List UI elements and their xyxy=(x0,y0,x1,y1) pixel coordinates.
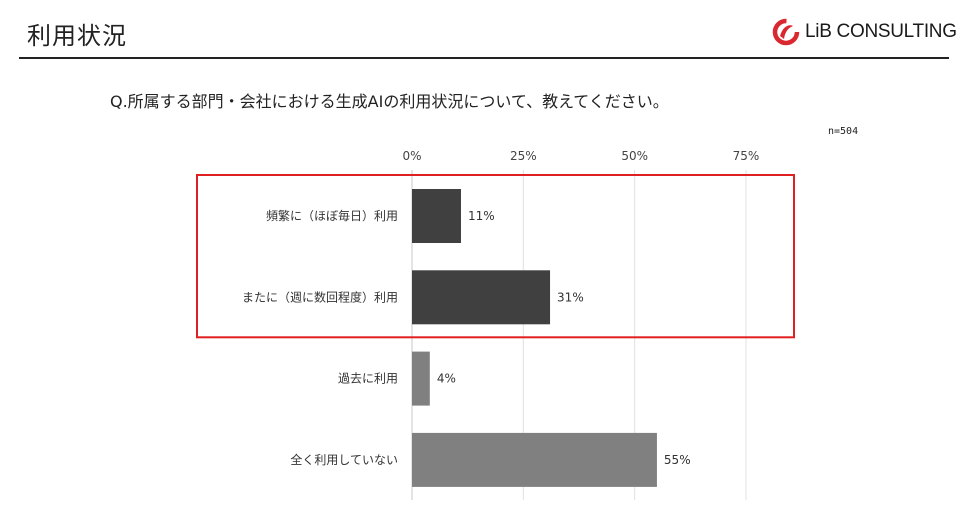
x-tick-label: 25% xyxy=(510,149,537,163)
x-tick-label: 75% xyxy=(733,149,760,163)
title-divider xyxy=(19,57,949,59)
bar xyxy=(412,189,461,243)
category-label: 過去に利用 xyxy=(338,372,398,386)
highlight-box xyxy=(196,174,795,339)
company-logo: LiB CONSULTING xyxy=(771,16,957,48)
data-label: 4% xyxy=(437,372,456,386)
x-tick-label: 0% xyxy=(402,149,421,163)
category-label: 頻繁に（ほぼ毎日）利用 xyxy=(266,208,398,223)
bar xyxy=(412,432,657,487)
bar xyxy=(412,270,551,325)
lib-logo-icon xyxy=(772,18,800,46)
page-title: 利用状況 xyxy=(27,22,127,50)
data-label: 11% xyxy=(468,209,495,223)
bar xyxy=(412,351,430,406)
sample-size: n=504 xyxy=(828,126,859,137)
category-label: またに（週に数回程度）利用 xyxy=(242,289,398,304)
data-label: 31% xyxy=(557,290,584,304)
data-label: 55% xyxy=(664,453,691,467)
survey-question: Q.所属する部門・会社における生成AIの利用状況について、教えてください。 xyxy=(110,92,669,111)
logo-text: LiB CONSULTING xyxy=(805,21,957,42)
category-label: 全く利用していない xyxy=(290,452,398,467)
x-tick-label: 50% xyxy=(621,149,648,163)
